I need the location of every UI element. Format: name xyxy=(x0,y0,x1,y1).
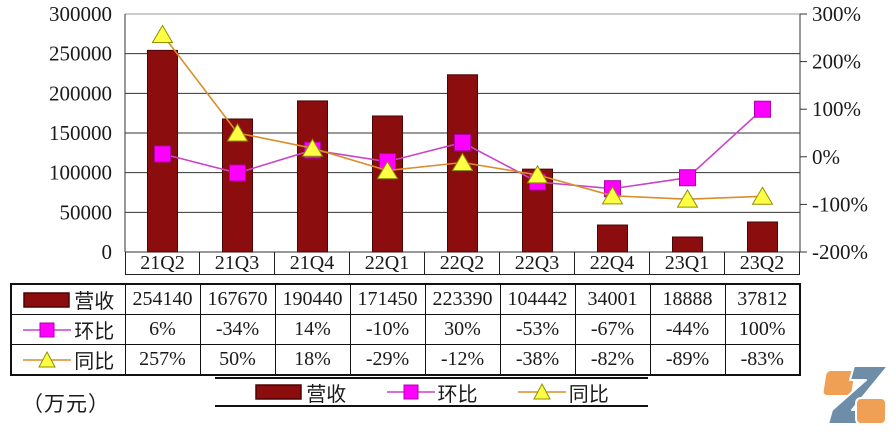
table-row-营收: 营收 254140 167670 190440 171450 223390 104442 34… xyxy=(10,283,801,315)
data-table: 营收 254140 167670 190440 171450 223390 104442 34… xyxy=(10,283,801,376)
logo-orange-square xyxy=(855,397,887,425)
category-label-22Q1: 22Q1 xyxy=(350,252,425,274)
square-marker-23Q2 xyxy=(754,100,771,118)
right-axis-tick-label: 0% xyxy=(812,145,840,169)
revenue-swatch xyxy=(255,384,302,400)
cell-环比-21Q4: 14% xyxy=(274,314,351,345)
category-header-row: 21Q2 21Q3 21Q4 22Q1 22Q2 22Q3 22Q4 23Q1 23Q2 xyxy=(125,252,800,275)
row-header-营收: 营收 xyxy=(10,283,126,315)
cell-环比-21Q3: -34% xyxy=(199,314,276,345)
category-label-22Q2: 22Q2 xyxy=(425,252,500,274)
unit-label: （万元） xyxy=(22,392,110,416)
cell-营收-22Q1: 171450 xyxy=(349,283,426,315)
cell-同比-23Q1: -89% xyxy=(649,344,726,376)
triangle-marker-23Q1 xyxy=(676,189,699,208)
triangle-marker-22Q3 xyxy=(526,164,549,184)
revenue-bar-21Q4 xyxy=(297,100,328,253)
left-axis-tick-label: 250000 xyxy=(49,42,112,66)
table-row-同比: 同比 257% 50% 18% -29% -12% -38% -82% -89% -83% xyxy=(10,344,801,376)
cell-同比-21Q4: 18% xyxy=(274,344,351,376)
cell-营收-21Q4: 190440 xyxy=(274,283,351,315)
legend-label: 营收 xyxy=(306,383,347,406)
row-header-label: 营收 xyxy=(74,291,115,313)
left-axis-tick-label: 50000 xyxy=(60,200,113,224)
revenue-bar-22Q4 xyxy=(597,224,628,253)
cell-环比-22Q2: 30% xyxy=(424,314,501,345)
category-label-22Q3: 22Q3 xyxy=(500,252,575,274)
right-axis-tick-label: 100% xyxy=(812,97,861,121)
right-axis-tick-label: 200% xyxy=(812,50,861,74)
right-axis-tick-label: -200% xyxy=(812,240,868,262)
cell-营收-21Q2: 254140 xyxy=(124,283,201,315)
triangle-marker-swatch xyxy=(23,350,72,367)
square-marker-swatch xyxy=(23,322,72,337)
cell-环比-23Q1: -44% xyxy=(649,314,726,345)
cell-环比-21Q2: 6% xyxy=(124,314,201,345)
left-axis-tick-label: 150000 xyxy=(49,121,112,145)
cell-营收-22Q2: 223390 xyxy=(424,283,501,315)
triangle-marker-21Q3 xyxy=(226,123,249,142)
square-marker-23Q1 xyxy=(679,169,696,187)
category-label-21Q2: 21Q2 xyxy=(125,252,200,274)
revenue-bar-22Q1 xyxy=(372,115,403,253)
cell-环比-22Q4: -67% xyxy=(574,314,651,345)
triangle-marker-21Q2 xyxy=(151,24,174,43)
cell-同比-22Q4: -82% xyxy=(574,344,651,376)
left-axis-tick-label: 200000 xyxy=(49,81,112,105)
legend-label: 同比 xyxy=(568,383,609,406)
right-axis-tick-label: 300% xyxy=(812,2,861,26)
cell-同比-22Q2: -12% xyxy=(424,344,501,376)
category-label-23Q1: 23Q1 xyxy=(650,252,725,274)
triangle-marker-22Q1 xyxy=(376,160,399,180)
revenue-bar-23Q2 xyxy=(747,221,778,253)
triangle-marker-22Q2 xyxy=(451,152,474,172)
legend-label: 环比 xyxy=(437,383,478,406)
cell-营收-22Q3: 104442 xyxy=(499,283,576,315)
leidi-logo xyxy=(821,365,889,425)
left-axis-tick-label: 100000 xyxy=(49,161,112,185)
left-axis-tick-label: 0 xyxy=(102,240,113,262)
revenue-bar-23Q1 xyxy=(672,236,703,253)
table-row-环比: 环比 6% -34% 14% -10% 30% -53% -67% -44% 100% xyxy=(10,314,801,345)
category-label-23Q2: 23Q2 xyxy=(725,252,800,274)
triangle-marker-swatch xyxy=(517,382,566,400)
logo-z-shape xyxy=(827,365,889,425)
cell-同比-22Q1: -29% xyxy=(349,344,426,376)
cell-同比-21Q3: 50% xyxy=(199,344,276,376)
cell-同比-21Q2: 257% xyxy=(124,344,201,376)
row-header-同比: 同比 xyxy=(10,344,126,376)
legend-item-同比: 同比 xyxy=(517,378,609,407)
cell-营收-23Q2: 37812 xyxy=(724,283,801,315)
cell-同比-23Q2: -83% xyxy=(724,344,801,376)
legend-item-营收: 营收 xyxy=(254,378,346,407)
logo-orange-parallelogram xyxy=(821,369,857,397)
square-marker-21Q2 xyxy=(154,145,171,163)
right-axis-tick-label: -100% xyxy=(812,192,868,216)
row-header-label: 同比 xyxy=(74,351,115,373)
revenue-swatch xyxy=(23,291,70,308)
combo-chart-plot: 300000 250000 200000 150000 100000 50000 0 300%… xyxy=(49,2,868,262)
category-label-21Q3: 21Q3 xyxy=(200,252,275,274)
triangle-marker-22Q4 xyxy=(601,185,624,205)
cell-同比-22Q3: -38% xyxy=(499,344,576,376)
chart-legend: 营收 环比 同比 xyxy=(215,377,648,407)
row-header-label: 环比 xyxy=(74,321,115,343)
row-header-环比: 环比 xyxy=(10,314,126,345)
cell-环比-22Q1: -10% xyxy=(349,314,426,345)
cell-环比-23Q2: 100% xyxy=(724,314,801,345)
cell-环比-22Q3: -53% xyxy=(499,314,576,345)
left-axis-tick-label: 300000 xyxy=(49,2,112,26)
category-label-21Q4: 21Q4 xyxy=(275,252,350,274)
cell-营收-23Q1: 18888 xyxy=(649,283,726,315)
square-marker-21Q3 xyxy=(229,164,246,182)
legend-item-环比: 环比 xyxy=(386,378,478,407)
triangle-marker-21Q4 xyxy=(301,138,324,157)
cell-营收-21Q3: 167670 xyxy=(199,283,276,315)
triangle-marker-23Q2 xyxy=(751,186,774,205)
category-label-22Q4: 22Q4 xyxy=(575,252,650,274)
square-marker-swatch xyxy=(386,384,435,400)
square-marker-22Q2 xyxy=(454,134,471,152)
cell-营收-22Q4: 34001 xyxy=(574,283,651,315)
